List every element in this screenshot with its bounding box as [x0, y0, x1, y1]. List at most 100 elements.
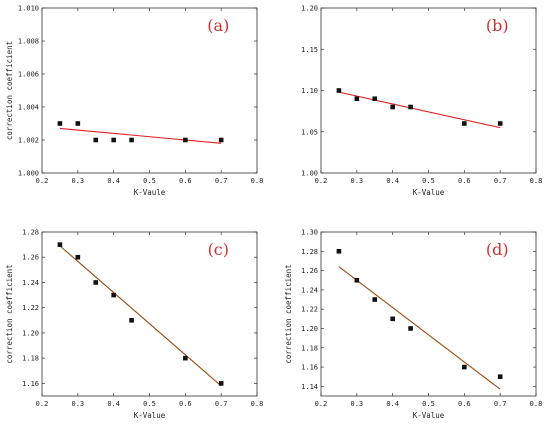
x-tick-label: 0.6 [458, 177, 471, 185]
y-tick-label: 1.16 [22, 380, 39, 388]
data-point [372, 96, 378, 102]
y-tick-label: 1.14 [301, 383, 318, 391]
x-tick-label: 0.2 [36, 400, 49, 408]
data-point [218, 137, 224, 143]
fit-line [338, 91, 501, 129]
x-tick-label: 0.7 [215, 400, 228, 408]
data-point [336, 88, 342, 93]
y-tick-label: 1.20 [301, 5, 318, 13]
y-tick-label: 1.010 [18, 5, 39, 13]
y-tick-label: 1.004 [18, 104, 39, 112]
y-tick-label: 1.18 [301, 344, 318, 352]
x-tick-label: 0.4 [107, 400, 120, 408]
data-point [497, 121, 503, 126]
y-tick-label: 1.24 [301, 286, 318, 294]
panel-label: (d) [486, 240, 509, 259]
x-tick-label: 0.6 [179, 177, 192, 185]
chart-panel-2: 0.2 0.3 0.4 0.5 0.6 0.7 0.8 1.16 1.18 1.20 1.22 1.2… [5, 229, 263, 421]
y-tick-label: 1.30 [301, 229, 318, 237]
y-axis-label: correction coefficient [5, 41, 14, 140]
y-tick-label: 1.20 [22, 329, 39, 337]
y-tick-label: 1.000 [18, 170, 39, 178]
chart-panel-1: 0.2 0.3 0.4 0.5 0.6 0.7 0.8 1.00 1.05 1.10 1.15 1.2… [301, 5, 542, 198]
x-tick-label: 0.4 [107, 177, 120, 185]
y-axis-label: correction coefficient [5, 264, 14, 363]
y-tick-label: 1.22 [301, 306, 318, 314]
x-tick-label: 0.7 [494, 177, 507, 185]
x-tick-label: 0.2 [36, 177, 49, 185]
y-tick-label: 1.26 [22, 254, 39, 262]
data-point [354, 277, 360, 283]
x-tick-label: 0.5 [422, 177, 435, 185]
y-tick-label: 1.24 [22, 279, 39, 287]
x-tick-label: 0.5 [422, 400, 435, 408]
x-tick-label: 0.4 [386, 177, 399, 185]
x-axis-label: K-Value [413, 411, 445, 420]
data-point [390, 104, 395, 110]
y-axis-label: correction coefficient [284, 264, 293, 363]
fit-line [338, 266, 501, 390]
data-point [390, 316, 395, 322]
x-tick-label: 0.2 [315, 400, 328, 408]
fit-line [59, 127, 222, 144]
x-tick-label: 0.2 [315, 177, 328, 185]
data-point [408, 326, 413, 331]
y-tick-label: 1.16 [301, 364, 318, 372]
x-tick-label: 0.6 [179, 400, 192, 408]
data-point [462, 364, 467, 370]
x-tick-label: 0.3 [72, 400, 85, 408]
x-tick-label: 0.8 [251, 177, 264, 185]
data-point [129, 137, 134, 143]
x-tick-label: 0.3 [351, 177, 364, 185]
y-tick-label: 1.18 [22, 355, 39, 363]
data-point [57, 121, 63, 126]
x-tick-label: 0.8 [530, 177, 543, 185]
x-tick-label: 0.5 [143, 177, 156, 185]
y-tick-label: 1.10 [301, 87, 318, 95]
data-point [183, 355, 188, 361]
data-point [75, 254, 81, 260]
x-tick-label: 0.8 [530, 400, 543, 408]
y-tick-label: 1.20 [301, 325, 318, 333]
x-tick-label: 0.4 [386, 400, 399, 408]
y-tick-label: 1.002 [18, 137, 39, 145]
y-tick-label: 1.26 [301, 267, 318, 275]
x-tick-label: 0.7 [494, 400, 507, 408]
x-axis-label: K-Value [134, 411, 166, 420]
data-point [129, 318, 134, 323]
data-point [372, 297, 378, 302]
chart-panel-0: 0.2 0.3 0.4 0.5 0.6 0.7 0.8 1.000 1.002 1.004 1.00… [5, 5, 263, 198]
x-tick-label: 0.7 [215, 177, 228, 185]
data-point [93, 137, 99, 143]
data-point [462, 121, 467, 126]
x-tick-label: 0.3 [72, 177, 85, 185]
data-point [354, 96, 360, 102]
y-tick-label: 1.28 [301, 248, 318, 256]
y-tick-label: 1.15 [301, 46, 318, 54]
panel-label: (c) [208, 240, 229, 259]
y-tick-label: 1.008 [18, 38, 39, 46]
data-point [408, 104, 413, 110]
x-tick-label: 0.5 [143, 400, 156, 408]
data-point [111, 137, 116, 143]
data-point [57, 242, 63, 247]
x-tick-label: 0.8 [251, 400, 264, 408]
x-axis-label: K-Value [413, 188, 445, 197]
x-tick-label: 0.6 [458, 400, 471, 408]
chart-panel-3: 0.2 0.3 0.4 0.5 0.6 0.7 0.8 1.14 1.16 1.18 1.20 1.2… [284, 229, 542, 421]
y-tick-label: 1.006 [18, 71, 39, 79]
panel-label: (b) [486, 16, 509, 35]
x-axis-label: K-Vaule [134, 188, 166, 197]
fit-line [59, 245, 222, 387]
data-point [183, 137, 188, 143]
y-tick-label: 1.22 [22, 304, 39, 312]
data-point [336, 248, 342, 254]
y-tick-label: 1.05 [301, 128, 318, 136]
data-point [218, 381, 224, 386]
data-point [111, 292, 116, 298]
data-point [93, 280, 99, 285]
data-point [497, 374, 503, 380]
y-tick-label: 1.28 [22, 229, 39, 237]
data-point [75, 121, 81, 126]
